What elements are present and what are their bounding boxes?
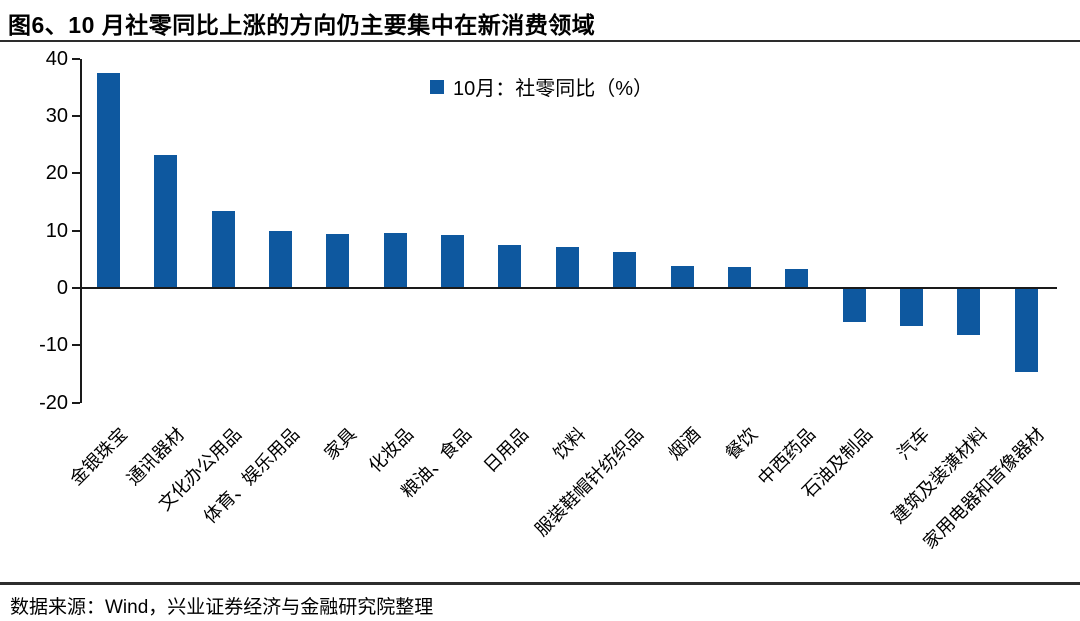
y-axis-tick [72,57,80,60]
bar-通讯器材 [154,154,178,288]
x-axis-category-label: 饮料 [549,424,590,464]
y-axis-tick-label: -10 [39,334,68,357]
x-axis-zero-line [80,287,1057,289]
y-axis-tick [72,229,80,232]
bar-建筑及装潢材料 [957,288,981,335]
bar-体育、娱乐用品 [269,230,293,288]
bar-家具 [326,233,350,288]
y-axis-tick [72,287,80,289]
x-axis-category-label: 服装鞋帽针纺织品 [530,424,647,540]
bar-餐饮 [727,266,751,288]
y-axis-tick-label: 40 [45,47,68,70]
data-source-note: 数据来源：Wind，兴业证券经济与金融研究院整理 [10,597,434,618]
legend-label: 10月：社零同比（%） [453,78,654,100]
y-axis-tick-label: 0 [56,277,68,299]
x-axis-category-label: 餐饮 [721,424,762,464]
bar-化妆品 [383,232,407,288]
bar-石油及制品 [842,288,866,323]
x-axis-category-label: 金银珠宝 [65,424,131,490]
bar-家用电器和音像器材 [1014,288,1038,373]
bar-中西药品 [785,268,809,288]
bar-日用品 [498,245,522,288]
bar-饮料 [555,246,579,288]
bar-粮油、食品 [441,234,465,288]
bar-汽车 [899,288,923,327]
y-axis-line [80,58,82,403]
chart-legend: 10月：社零同比（%） [430,72,653,101]
x-axis-category-label: 家具 [320,424,361,464]
y-axis-tick [72,172,80,175]
bar-金银珠宝 [97,73,120,288]
chart-title: 图6、10 月社零同比上涨的方向仍主要集中在新消费领域 [8,12,596,38]
x-axis-category-label: 汽车 [893,424,934,464]
bar-chart: 10月：社零同比（%） 40 30 20 10 0 -10 -20 金银珠宝 通讯器材 文化办公用… [39,47,1057,553]
x-axis-category-label: 日用品 [479,424,533,477]
y-axis-tick-label: -20 [39,391,68,414]
footer-divider-line [0,582,1080,585]
x-axis-category-label: 化妆品 [365,424,418,477]
bar-服装鞋帽针纺织品 [613,251,637,288]
legend-color-swatch [430,79,444,94]
title-divider-line [0,40,1080,42]
y-axis-tick [72,115,80,117]
y-axis-tick [72,401,80,404]
y-axis-tick-label: 10 [45,219,68,242]
y-axis-tick-label: 20 [45,162,68,185]
y-axis-tick [72,344,80,347]
bar-文化办公用品 [211,211,235,288]
y-axis-tick-label: 30 [45,105,68,127]
x-axis-category-label: 烟酒 [664,424,705,464]
bar-烟酒 [670,265,694,288]
